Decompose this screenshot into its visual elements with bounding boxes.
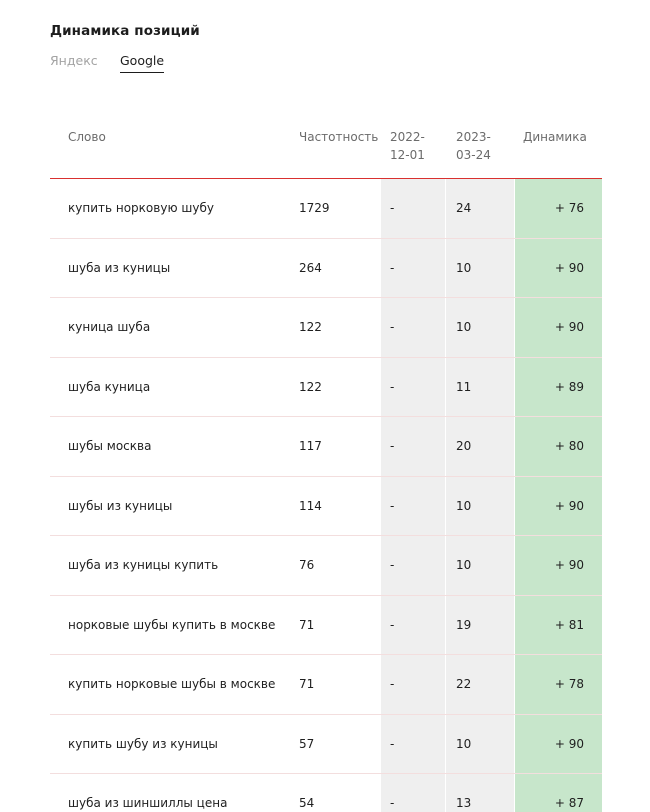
cell-word: шуба из шиншиллы цена: [68, 796, 228, 810]
cell-date1: -: [390, 736, 395, 751]
cell-frequency: 1729: [299, 201, 330, 215]
table-row: купить норковую шубу 1729 - 24 + 76: [50, 179, 602, 239]
cell-dynamics: + 78: [554, 677, 584, 691]
cell-dynamics: + 90: [554, 320, 584, 334]
cell-date1: -: [390, 439, 395, 453]
cell-date2: 24: [456, 201, 472, 215]
header-frequency[interactable]: Частотность: [299, 130, 379, 144]
positions-table: Слово Частотность 2022-12-01 2023-03-24 …: [50, 116, 602, 812]
cell-word: купить норковую шубу: [68, 201, 214, 215]
cell-date2: 10: [456, 498, 472, 513]
cell-frequency: 122: [299, 320, 322, 334]
table-row: купить шубу из куницы 57 - 10 + 90: [50, 715, 602, 774]
cell-word: шуба куница: [68, 379, 151, 394]
table-header: Слово Частотность 2022-12-01 2023-03-24 …: [50, 116, 602, 179]
cell-date2: 10: [456, 320, 472, 334]
cell-date1: -: [390, 260, 395, 275]
tab-yandex[interactable]: Яндекс: [50, 53, 98, 68]
cell-dynamics: + 81: [554, 617, 584, 632]
cell-frequency: 122: [299, 379, 322, 394]
table-row: куница шуба 122 - 10 + 90: [50, 298, 602, 358]
cell-date2: 20: [456, 439, 472, 453]
table-row: шуба из куницы 264 - 10 + 90: [50, 239, 602, 298]
cell-frequency: 57: [299, 736, 315, 751]
cell-frequency: 71: [299, 617, 315, 632]
header-date1[interactable]: 2022-12-01: [390, 130, 425, 162]
cell-date1: -: [390, 677, 395, 691]
cell-date1: -: [390, 617, 395, 632]
cell-frequency: 76: [299, 558, 315, 572]
cell-dynamics: + 80: [554, 439, 584, 453]
cell-dynamics: + 90: [554, 736, 584, 751]
dynamics-column-background: [515, 179, 602, 812]
table-row: шубы москва 117 - 20 + 80: [50, 417, 602, 477]
cell-frequency: 114: [299, 498, 322, 513]
cell-word: шубы москва: [68, 439, 152, 453]
cell-date2: 11: [456, 379, 472, 394]
tab-google[interactable]: Google: [120, 53, 165, 73]
date2-column-background: [446, 179, 514, 812]
cell-dynamics: + 90: [554, 498, 584, 513]
cell-frequency: 54: [299, 796, 315, 810]
cell-dynamics: + 90: [554, 260, 584, 275]
header-dynamics[interactable]: Динамика: [523, 130, 587, 144]
cell-date2: 19: [456, 617, 472, 632]
cell-word: купить шубу из куницы: [68, 736, 218, 751]
cell-frequency: 117: [299, 439, 322, 453]
table-body: купить норковую шубу 1729 - 24 + 76 шуба из к…: [50, 179, 602, 812]
table-row: шубы из куницы 114 - 10 + 90: [50, 477, 602, 536]
cell-word: купить норковые шубы в москве: [68, 677, 276, 691]
cell-dynamics: + 76: [554, 201, 584, 215]
cell-dynamics: + 90: [554, 558, 584, 572]
cell-word: шуба из куницы: [68, 260, 171, 275]
cell-word: шубы из куницы: [68, 498, 173, 513]
cell-date1: -: [390, 379, 395, 394]
cell-date2: 10: [456, 260, 472, 275]
cell-word: шуба из куницы купить: [68, 558, 219, 572]
cell-date1: -: [390, 320, 395, 334]
cell-word: норковые шубы купить в москве: [68, 617, 276, 632]
cell-date2: 22: [456, 677, 472, 691]
cell-date1: -: [390, 498, 395, 513]
cell-word: куница шуба: [68, 320, 151, 334]
cell-date2: 10: [456, 736, 472, 751]
table-row: шуба куница 122 - 11 + 89: [50, 358, 602, 417]
header-date2[interactable]: 2023-03-24: [456, 130, 491, 162]
date1-column-background: [381, 179, 445, 812]
cell-date2: 10: [456, 558, 472, 572]
table-row: шуба из шиншиллы цена 54 - 13 + 87: [50, 774, 602, 812]
cell-dynamics: + 87: [554, 796, 584, 810]
table-row: шуба из куницы купить 76 - 10 + 90: [50, 536, 602, 596]
cell-frequency: 264: [299, 260, 322, 275]
table-row: норковые шубы купить в москве 71 - 19 + 81: [50, 596, 602, 655]
cell-dynamics: + 89: [554, 379, 584, 394]
table-row: купить норковые шубы в москве 71 - 22 + 78: [50, 655, 602, 715]
header-word[interactable]: Слово: [68, 130, 106, 144]
cell-date1: -: [390, 201, 395, 215]
cell-date2: 13: [456, 796, 472, 810]
page-title: Динамика позиций: [50, 23, 200, 39]
cell-date1: -: [390, 796, 395, 810]
cell-date1: -: [390, 558, 395, 572]
cell-frequency: 71: [299, 677, 315, 691]
